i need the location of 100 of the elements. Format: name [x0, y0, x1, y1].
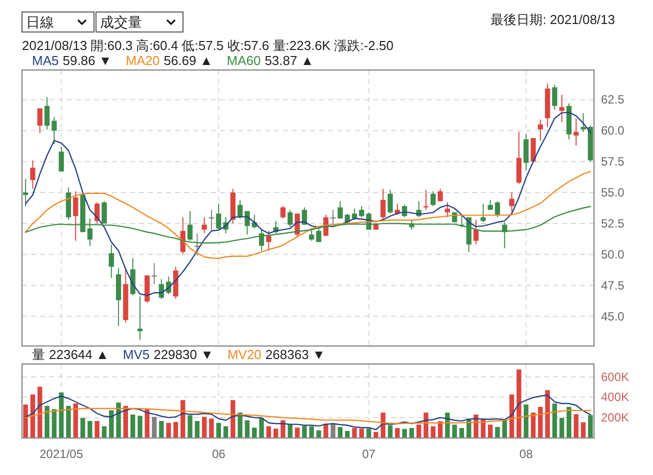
- chart-subtitle: 2021/08/13 開:60.3 高:60.4 低:57.5 收:57.6 量:223.6K 漲跌:-2.50: [22, 38, 394, 53]
- text: 日線: [26, 14, 54, 30]
- candlestick: [280, 206, 286, 220]
- bar: [52, 409, 57, 438]
- candlestick: [480, 203, 486, 223]
- bar: [488, 424, 493, 438]
- bar: [194, 420, 200, 438]
- candlestick: [352, 208, 358, 220]
- text: 53.87 ▲: [264, 53, 314, 68]
- y-tick-label: 55.0: [601, 186, 625, 200]
- text: MV20: [227, 347, 262, 362]
- text: 56.69 ▲: [164, 53, 213, 68]
- text: MV5: [122, 347, 150, 362]
- bar: [474, 414, 478, 438]
- candlestick: [430, 190, 436, 207]
- y-tick-label: 200K: [601, 410, 630, 425]
- candlestick: [202, 216, 207, 234]
- series-label: 量: [32, 347, 45, 362]
- y-tick-label: 62.5: [601, 92, 625, 107]
- text: MA5: [32, 53, 59, 68]
- bar: [559, 418, 564, 438]
- candlestick: [380, 188, 386, 220]
- bar: [359, 428, 364, 438]
- text: 229830 ▼: [154, 347, 214, 362]
- bar: [538, 406, 543, 438]
- bar: [80, 418, 86, 438]
- bar: [409, 428, 414, 438]
- bar: [216, 422, 221, 438]
- bar: [259, 418, 264, 438]
- bar: [202, 416, 207, 438]
- y-tick-label: 600K: [601, 370, 630, 384]
- candlestick: [494, 200, 500, 218]
- bar: [374, 432, 378, 438]
- candlestick: [488, 199, 493, 210]
- bar: [380, 412, 386, 438]
- bar: [566, 406, 572, 438]
- candlestick: [538, 119, 543, 142]
- bar: [395, 428, 400, 438]
- candlestick: [288, 209, 293, 228]
- y-tick-label: 52.5: [601, 216, 625, 230]
- x-tick-label: 2021/05: [40, 447, 84, 461]
- text: 268363 ▼: [265, 347, 326, 362]
- chart-title: 最後日期: 2021/08/13: [490, 12, 615, 27]
- bar: [459, 428, 464, 438]
- candlestick: [37, 108, 42, 134]
- candlestick: [52, 116, 57, 145]
- bar: [309, 426, 314, 438]
- bar: [388, 425, 393, 438]
- y-tick-label: 45.0: [601, 309, 625, 324]
- bar: [516, 369, 522, 438]
- bar: [452, 424, 457, 438]
- y-tick-label: 57.5: [601, 154, 625, 169]
- bar: [188, 415, 192, 438]
- bar: [524, 404, 528, 438]
- bar: [166, 422, 171, 438]
- bar: [352, 428, 357, 438]
- x-tick-label: 06: [212, 447, 226, 461]
- y-tick-label: 400K: [601, 390, 630, 404]
- candlestick: [580, 112, 586, 132]
- bar: [173, 422, 178, 438]
- candlestick: [108, 244, 114, 278]
- candlestick: [509, 192, 514, 213]
- text: 成交量: [100, 14, 142, 30]
- candlestick: [194, 232, 200, 256]
- candlestick: [338, 200, 343, 220]
- bar: [545, 390, 550, 438]
- bar: [130, 414, 136, 438]
- text: 59.86 ▼: [62, 53, 112, 68]
- bar: [44, 406, 50, 438]
- candlestick: [388, 190, 393, 214]
- candlestick: [44, 96, 50, 130]
- candlestick: [473, 219, 479, 246]
- candlestick: [444, 202, 450, 218]
- candlestick: [574, 118, 579, 146]
- bar: [366, 428, 372, 438]
- bar: [302, 426, 307, 438]
- bar: [280, 420, 286, 438]
- candlestick: [423, 190, 429, 210]
- bar: [574, 414, 578, 438]
- bar: [424, 412, 428, 438]
- bar: [73, 404, 78, 438]
- line-series: [24, 394, 592, 430]
- bar: [338, 426, 343, 438]
- bar: [445, 412, 450, 438]
- y-tick-label: 60.0: [601, 124, 625, 138]
- bar: [238, 412, 242, 438]
- candlestick: [216, 203, 222, 230]
- bar: [66, 406, 71, 438]
- candlestick: [266, 230, 272, 252]
- text: MA20: [126, 53, 160, 68]
- candlestick: [438, 188, 443, 202]
- bar: [552, 404, 558, 438]
- bar: [580, 422, 586, 438]
- candlestick: [73, 190, 78, 242]
- candlestick: [58, 146, 64, 172]
- candlestick: [552, 84, 558, 110]
- text: 223644 ▲: [49, 347, 109, 362]
- bar: [94, 420, 100, 438]
- candlestick: [524, 134, 529, 171]
- candlestick: [23, 178, 28, 207]
